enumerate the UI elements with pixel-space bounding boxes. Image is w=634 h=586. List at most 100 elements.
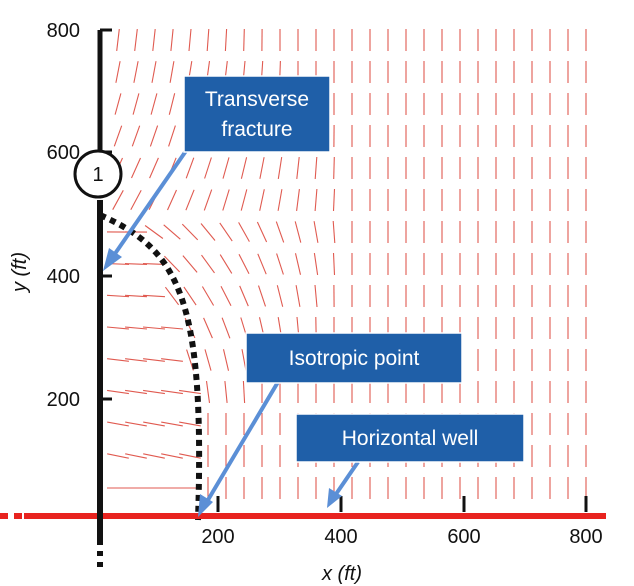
stress-direction-tick (206, 28, 210, 52)
stress-direction-tick (188, 28, 192, 52)
stress-direction-tick (314, 284, 318, 308)
stress-direction-tick (204, 157, 212, 179)
stress-direction-tick (164, 255, 180, 273)
stress-direction-tick (204, 349, 212, 371)
stress-direction-tick (332, 252, 336, 276)
stress-direction-tick (294, 221, 302, 243)
stress-direction-tick (106, 326, 130, 330)
stress-direction-tick (200, 223, 216, 241)
stress-direction-tick (277, 157, 283, 179)
stress-direction-tick (201, 286, 215, 306)
y-tick-label: 400 (47, 266, 80, 288)
stress-direction-tick (203, 189, 213, 211)
stress-direction-tick (276, 253, 284, 275)
stress-direction-tick (143, 389, 165, 395)
y-tick-label: 200 (47, 389, 80, 411)
stress-direction-tick (314, 188, 318, 212)
stress-direction-tick (294, 253, 302, 275)
stress-direction-tick (333, 156, 335, 180)
x-axis-ticks (216, 496, 588, 512)
x-tick-label: 200 (201, 526, 234, 548)
stress-direction-tick (142, 263, 166, 265)
stress-direction-tick (239, 285, 249, 307)
stress-direction-tick (224, 28, 228, 52)
stress-direction-tick (125, 453, 147, 459)
stress-direction-tick (134, 29, 138, 51)
callout-text: Isotropic point (289, 347, 420, 370)
stress-direction-tick (161, 421, 183, 427)
callout-box (245, 332, 463, 384)
stress-direction-tick (168, 93, 176, 115)
stress-direction-tick (132, 93, 140, 115)
stress-direction-tick (161, 389, 183, 395)
stress-direction-tick (205, 381, 211, 403)
stress-direction-tick (222, 349, 230, 371)
stress-direction-tick (277, 189, 283, 211)
isotropic-boundary-curve (98, 212, 203, 521)
stress-direction-tick (144, 225, 164, 239)
stress-direction-tick (142, 294, 166, 298)
stress-direction-tick (240, 157, 248, 179)
fracture-arrow (110, 146, 190, 260)
stress-direction-tick (107, 421, 129, 427)
stress-direction-tick (149, 125, 159, 147)
callout-line-2: fracture (221, 118, 292, 141)
x-tick-label: 400 (324, 526, 357, 548)
stress-direction-tick (257, 253, 267, 275)
stress-direction-tick (130, 190, 142, 210)
stress-direction-tick (179, 421, 201, 427)
stress-direction-tick (124, 326, 148, 330)
stress-direction-tick (259, 189, 265, 211)
stress-direction-tick (107, 358, 129, 362)
well-arrow-head (327, 488, 342, 508)
stress-direction-tick (276, 285, 284, 307)
x-tick-label: 800 (569, 526, 602, 548)
stress-direction-tick (124, 294, 148, 298)
stress-direction-tick (182, 255, 198, 273)
isotropic-arrow-head (198, 494, 213, 517)
stress-direction-tick (169, 61, 175, 83)
stress-direction-tick (183, 286, 197, 306)
stress-direction-tick (130, 157, 142, 179)
stress-direction-tick (219, 254, 233, 274)
isotropic-arrow (203, 380, 280, 507)
callout-horizontal-well: Horizontal well (295, 413, 525, 463)
stress-direction-tick (240, 189, 248, 211)
stress-direction-tick (222, 157, 230, 179)
stress-direction-tick (125, 421, 147, 427)
stress-direction-tick (107, 389, 129, 395)
stress-direction-tick (313, 221, 319, 243)
stress-direction-tick (242, 380, 246, 404)
stress-direction-tick (220, 285, 232, 307)
stress-direction-tick (243, 28, 245, 52)
y-axis-title: y (ft) (9, 252, 31, 294)
stress-direction-tick (142, 326, 166, 330)
stress-direction-tick (112, 190, 124, 210)
callout-line-1: Transverse (205, 88, 309, 111)
stress-direction-tick (152, 29, 156, 51)
stress-direction-tick (238, 222, 250, 242)
stress-direction-tick (106, 294, 130, 298)
stress-direction-tick (143, 421, 165, 427)
callout-arrows (103, 146, 360, 517)
stress-direction-tick (259, 157, 265, 179)
stress-direction-tick (224, 381, 228, 403)
stress-direction-tick (116, 29, 120, 51)
stress-direction-tick (143, 453, 165, 459)
x-axis-title: x (ft) (321, 563, 362, 585)
stress-direction-tick (201, 254, 215, 274)
stress-direction-tick (107, 453, 129, 459)
stress-direction-tick (151, 61, 157, 83)
stress-direction-tick (185, 189, 195, 211)
stress-direction-tick (257, 285, 267, 307)
stress-direction-tick (131, 125, 141, 147)
x-tick-label: 600 (447, 526, 480, 548)
stress-direction-tick (125, 358, 147, 362)
stress-direction-tick (295, 285, 301, 307)
stress-direction-tick (168, 125, 176, 147)
stress-direction-tick (314, 156, 318, 180)
stress-direction-tick (275, 221, 285, 243)
stress-direction-tick (150, 93, 158, 115)
stress-direction-tick (185, 157, 195, 179)
